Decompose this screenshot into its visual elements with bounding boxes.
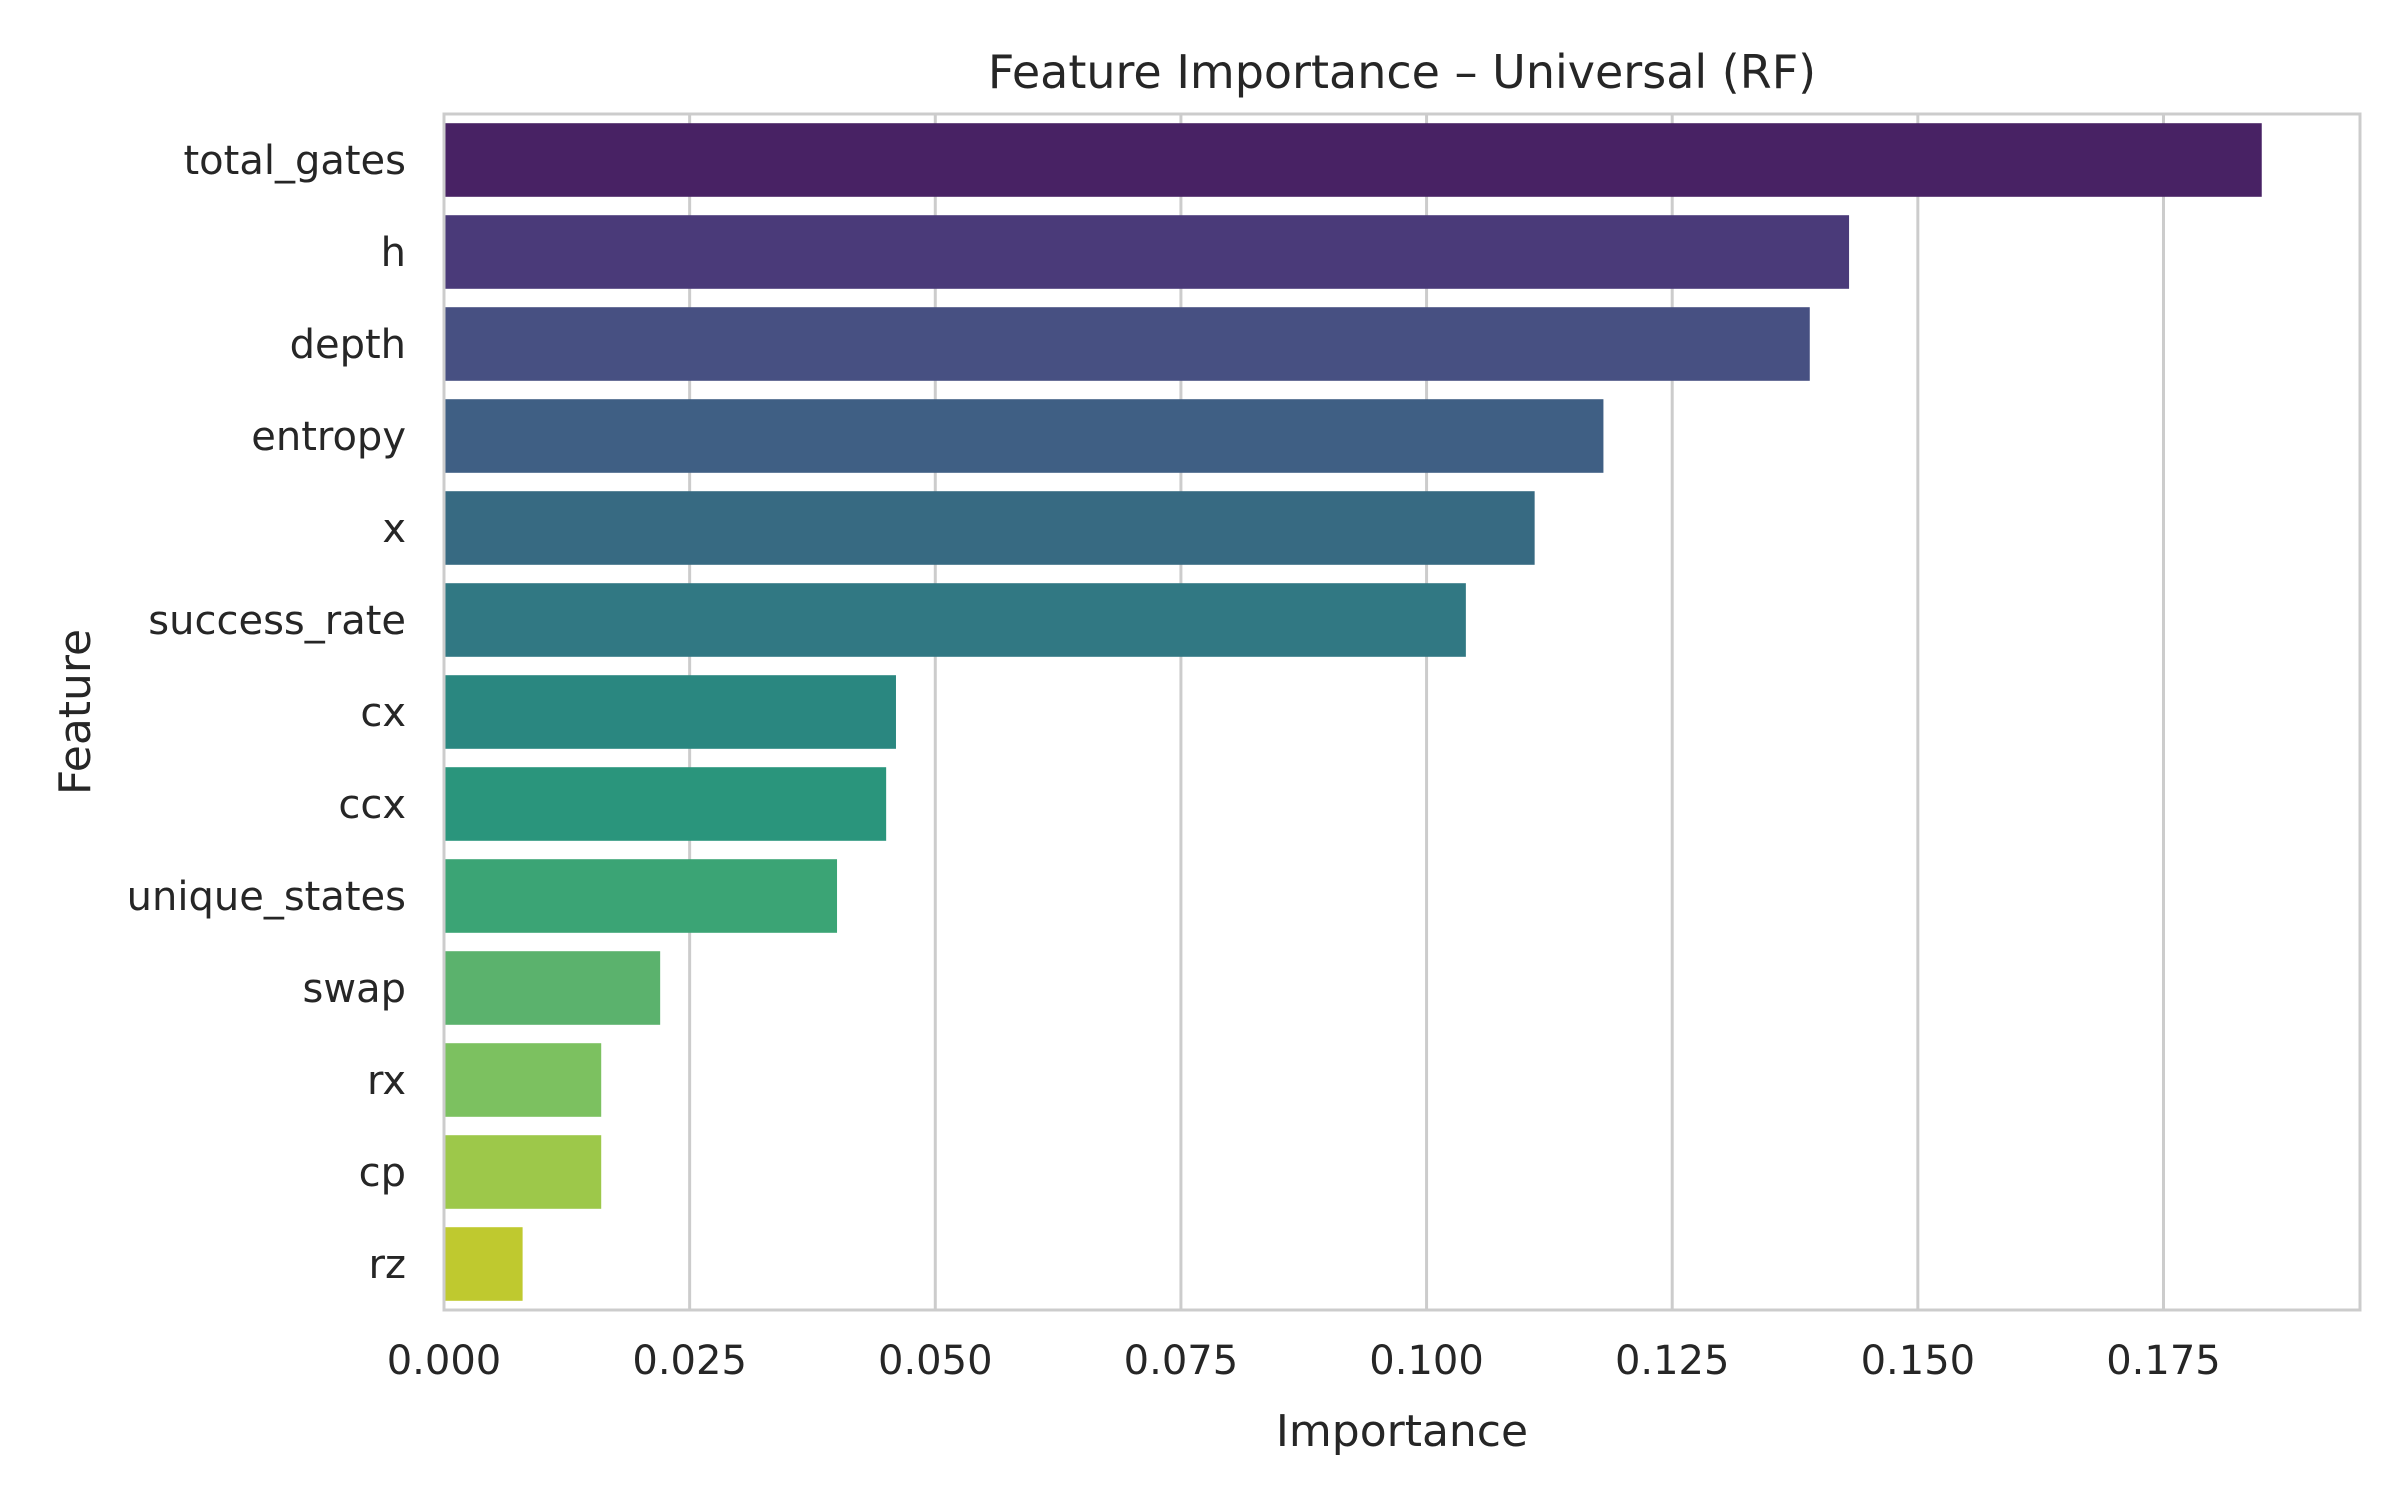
chart-title: Feature Importance – Universal (RF) <box>988 45 1816 99</box>
x-axis-label: Importance <box>1276 1406 1528 1457</box>
y-axis-label: Feature <box>50 629 101 795</box>
x-tick-label: 0.025 <box>632 1338 747 1384</box>
bar-entropy <box>444 399 1604 473</box>
x-tick-label: 0.075 <box>1124 1338 1239 1384</box>
y-tick-label: entropy <box>251 414 406 460</box>
y-tick-label: success_rate <box>148 598 406 644</box>
bars <box>444 123 2262 1301</box>
bar-cx <box>444 675 896 749</box>
y-tick-label: rx <box>367 1058 406 1104</box>
y-tick-label: h <box>381 230 406 276</box>
x-tick-label: 0.150 <box>1861 1338 1976 1384</box>
bar-rz <box>444 1227 523 1301</box>
y-tick-label: unique_states <box>127 874 406 920</box>
bar-unique-states <box>444 859 838 933</box>
bar-success-rate <box>444 583 1466 657</box>
bar-cp <box>444 1135 602 1209</box>
bar-swap <box>444 951 661 1025</box>
bar-rx <box>444 1043 602 1117</box>
bar-x <box>444 491 1535 565</box>
x-tick-label: 0.175 <box>2106 1338 2221 1384</box>
x-tick-labels: 0.000 0.025 0.050 0.075 0.100 0.125 0.150 0.175 <box>387 1338 2221 1384</box>
y-tick-label: cx <box>360 690 406 736</box>
x-tick-label: 0.125 <box>1615 1338 1730 1384</box>
y-tick-label: cp <box>359 1150 406 1196</box>
y-tick-label: rz <box>369 1242 406 1288</box>
y-tick-label: ccx <box>338 782 406 828</box>
plot-frame <box>442 112 2362 1312</box>
y-tick-label: depth <box>290 322 406 368</box>
x-tick-label: 0.050 <box>878 1338 993 1384</box>
y-tick-label: x <box>382 506 406 552</box>
y-tick-label: total_gates <box>184 138 407 184</box>
bar-depth <box>444 307 1810 381</box>
x-tick-label: 0.100 <box>1369 1338 1484 1384</box>
bar-ccx <box>444 767 887 841</box>
bar-h <box>444 215 1850 289</box>
y-tick-label: swap <box>303 966 406 1012</box>
x-tick-label: 0.000 <box>387 1338 502 1384</box>
bar-total-gates <box>444 123 2262 197</box>
